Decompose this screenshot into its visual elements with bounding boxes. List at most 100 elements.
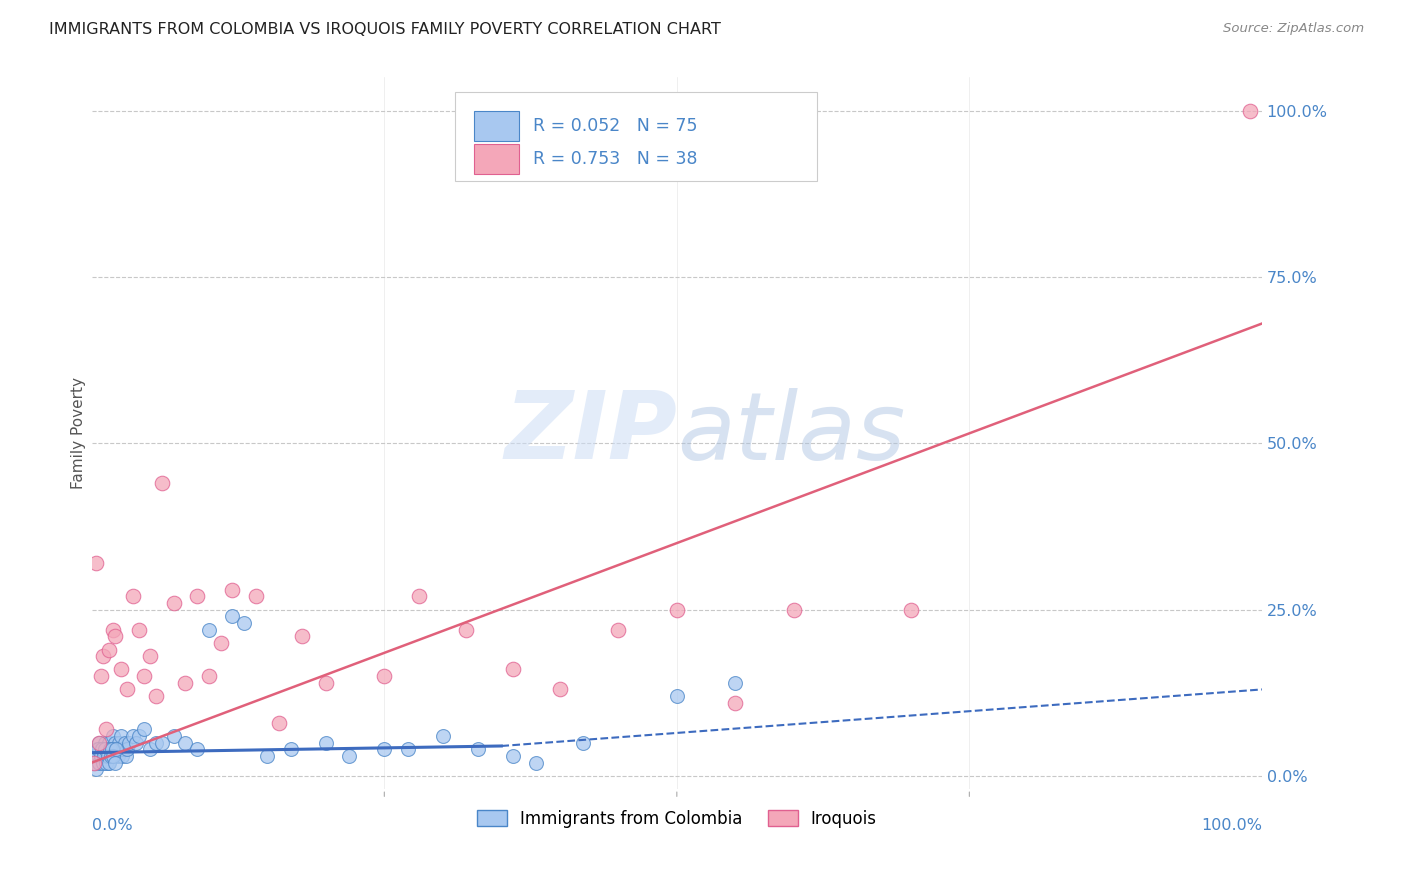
Point xyxy=(96,756,118,770)
Point xyxy=(315,675,337,690)
Point xyxy=(139,649,162,664)
Point xyxy=(104,629,127,643)
Point xyxy=(315,736,337,750)
Point xyxy=(232,615,254,630)
Point xyxy=(145,689,167,703)
Point xyxy=(104,756,127,770)
Point xyxy=(526,756,548,770)
Point xyxy=(89,756,111,770)
Point xyxy=(108,742,131,756)
Text: atlas: atlas xyxy=(676,388,905,479)
Point xyxy=(114,736,136,750)
Point xyxy=(118,736,141,750)
Point xyxy=(83,756,105,770)
Point xyxy=(134,723,156,737)
Point xyxy=(94,748,117,763)
Point xyxy=(337,748,360,763)
Point xyxy=(91,748,114,763)
Point xyxy=(221,582,243,597)
Point xyxy=(665,689,688,703)
Point xyxy=(89,756,111,770)
Point xyxy=(186,590,208,604)
Point xyxy=(502,663,524,677)
Point xyxy=(280,742,302,756)
Point xyxy=(83,748,105,763)
Point xyxy=(125,736,148,750)
Point xyxy=(93,649,115,664)
Point xyxy=(1239,103,1261,118)
Point xyxy=(607,623,630,637)
Point xyxy=(139,742,162,756)
Point xyxy=(150,476,173,491)
Point xyxy=(115,682,138,697)
Text: R = 0.052   N = 75: R = 0.052 N = 75 xyxy=(533,118,697,136)
Point xyxy=(87,742,110,756)
Point xyxy=(221,609,243,624)
Point xyxy=(96,742,118,756)
Point xyxy=(104,742,127,756)
Point xyxy=(84,762,107,776)
Point xyxy=(97,756,120,770)
Point xyxy=(121,590,143,604)
Point xyxy=(111,748,134,763)
Point xyxy=(84,756,107,770)
Point xyxy=(174,675,197,690)
Point xyxy=(97,756,120,770)
Point xyxy=(467,742,489,756)
Legend: Immigrants from Colombia, Iroquois: Immigrants from Colombia, Iroquois xyxy=(470,803,883,834)
Point xyxy=(145,736,167,750)
Point xyxy=(110,663,132,677)
Point xyxy=(98,642,121,657)
Point xyxy=(93,748,115,763)
Point xyxy=(134,669,156,683)
Point xyxy=(115,742,138,756)
Point xyxy=(724,675,747,690)
Point xyxy=(100,748,122,763)
Point xyxy=(107,748,129,763)
Point xyxy=(267,715,290,730)
Point xyxy=(186,742,208,756)
Point xyxy=(373,742,395,756)
Point xyxy=(86,742,108,756)
Point xyxy=(90,748,112,763)
Point xyxy=(83,748,105,763)
Point xyxy=(83,756,105,770)
Point xyxy=(91,756,114,770)
Text: R = 0.753   N = 38: R = 0.753 N = 38 xyxy=(533,150,697,168)
Point xyxy=(783,602,806,616)
FancyBboxPatch shape xyxy=(474,112,519,141)
Point xyxy=(128,729,150,743)
Point xyxy=(103,748,125,763)
Text: 0.0%: 0.0% xyxy=(91,818,132,833)
Point xyxy=(90,669,112,683)
Point xyxy=(87,736,110,750)
Point xyxy=(256,748,278,763)
Point xyxy=(86,556,108,570)
Point xyxy=(128,623,150,637)
Point xyxy=(103,748,125,763)
Point xyxy=(110,729,132,743)
Point xyxy=(209,636,232,650)
Point xyxy=(548,682,571,697)
Text: 100.0%: 100.0% xyxy=(1201,818,1261,833)
Point xyxy=(245,590,267,604)
Point xyxy=(93,742,115,756)
Point xyxy=(94,742,117,756)
Point xyxy=(121,729,143,743)
Point xyxy=(114,748,136,763)
Text: Source: ZipAtlas.com: Source: ZipAtlas.com xyxy=(1223,22,1364,36)
Point xyxy=(101,742,124,756)
Point xyxy=(198,623,221,637)
Point xyxy=(93,736,115,750)
FancyBboxPatch shape xyxy=(474,145,519,174)
Text: IMMIGRANTS FROM COLOMBIA VS IROQUOIS FAMILY POVERTY CORRELATION CHART: IMMIGRANTS FROM COLOMBIA VS IROQUOIS FAM… xyxy=(49,22,721,37)
Point xyxy=(174,736,197,750)
Text: ZIP: ZIP xyxy=(503,387,676,479)
Point xyxy=(100,742,122,756)
Point xyxy=(572,736,595,750)
Point xyxy=(198,669,221,683)
Point xyxy=(291,629,314,643)
Point xyxy=(101,729,124,743)
Point xyxy=(90,742,112,756)
Point xyxy=(107,736,129,750)
